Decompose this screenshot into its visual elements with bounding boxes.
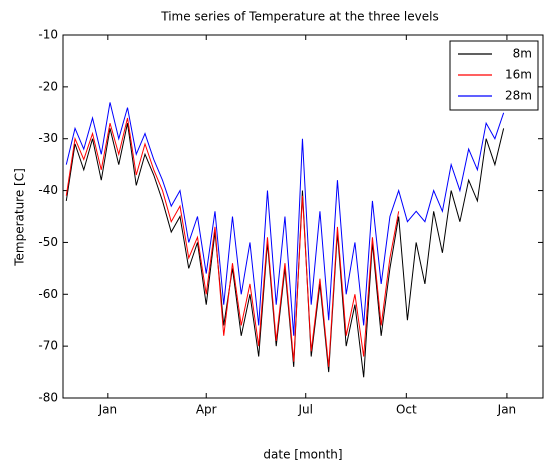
y-axis-label: Temperature [C] — [13, 168, 27, 267]
x-tick-label: Jan — [497, 403, 517, 417]
x-tick-label: Oct — [396, 403, 417, 417]
y-tick-label: -80 — [38, 391, 58, 405]
y-tick-label: -40 — [38, 183, 58, 197]
y-tick-label: -70 — [38, 339, 58, 353]
x-tick-label: Jan — [98, 403, 118, 417]
y-tick-label: -60 — [38, 287, 58, 301]
series-line — [65, 102, 505, 336]
legend-label: 16m — [505, 68, 532, 82]
x-tick-label: Jul — [297, 403, 312, 417]
chart-title: Time series of Temperature at the three … — [160, 10, 438, 24]
legend-label: 8m — [513, 47, 532, 61]
legend-label: 28m — [505, 89, 532, 103]
y-tick-label: -20 — [38, 79, 58, 93]
y-tick-label: -30 — [38, 131, 58, 145]
series-line — [65, 117, 400, 367]
y-tick-label: -50 — [38, 235, 58, 249]
y-tick-label: -10 — [38, 28, 58, 42]
x-tick-label: Apr — [196, 403, 217, 417]
x-axis-label: date [month] — [263, 448, 342, 462]
